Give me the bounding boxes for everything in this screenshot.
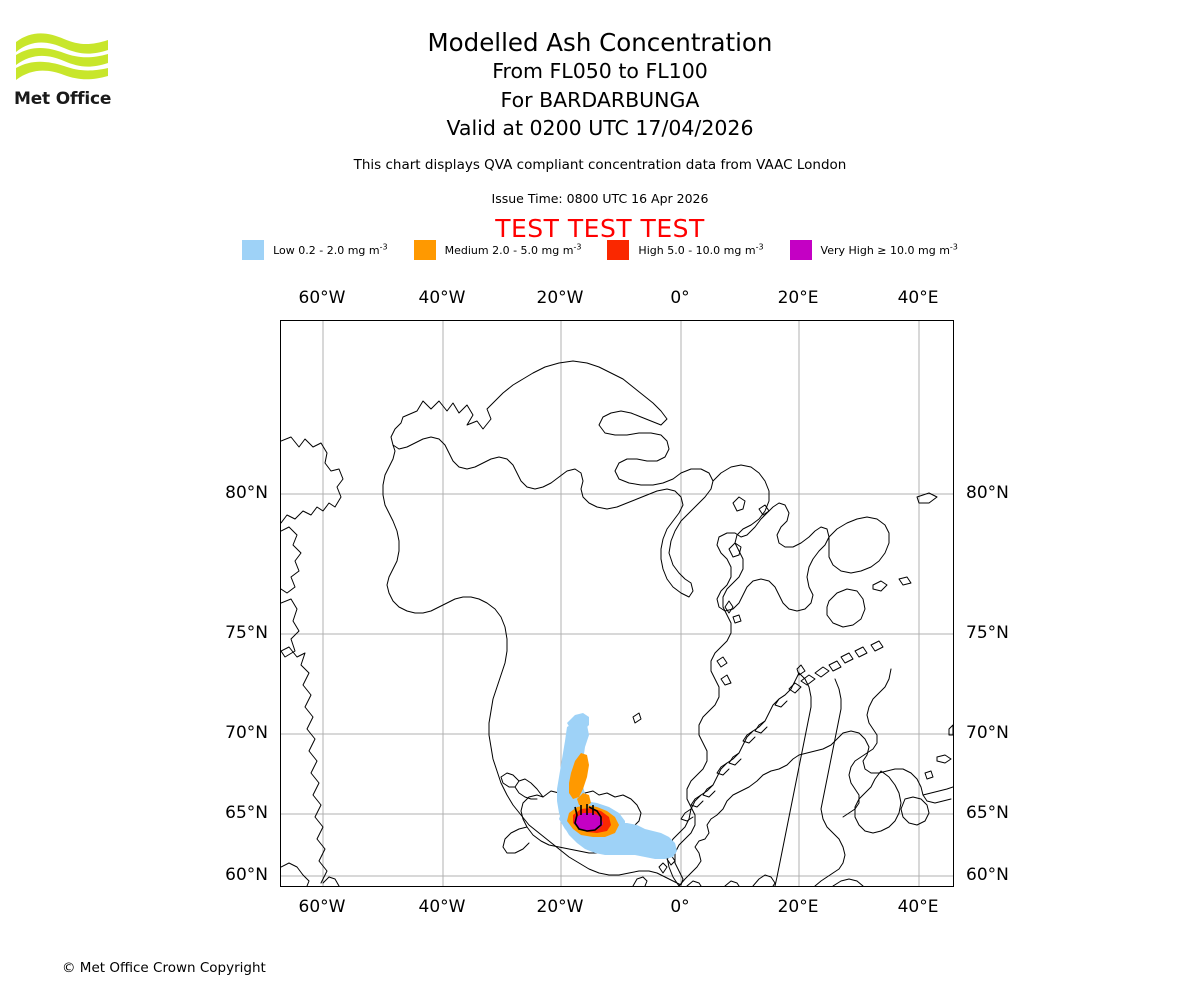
legend-swatch-high (607, 240, 630, 260)
legend-item-low: Low 0.2 - 2.0 mg m-3 (242, 240, 388, 260)
coastlines (281, 360, 953, 886)
issue-time: Issue Time: 0800 UTC 16 Apr 2026 (491, 191, 709, 206)
lat-tick-left-1: 75°N (225, 623, 268, 643)
lat-tick-right-0: 80°N (966, 483, 1009, 503)
lat-tick-right-3: 65°N (966, 803, 1009, 823)
lat-tick-right-2: 70°N (966, 723, 1009, 743)
legend-item-high: High 5.0 - 10.0 mg m-3 (607, 240, 764, 260)
lon-tick-bottom-1: 40°W (418, 897, 466, 917)
lat-tick-right-1: 75°N (966, 623, 1009, 643)
lat-tick-left-2: 70°N (225, 723, 268, 743)
lon-tick-bottom-3: 0° (670, 897, 690, 917)
legend-item-medium: Medium 2.0 - 5.0 mg m-3 (413, 240, 582, 260)
ash-concentration-map: 60°W 40°W 20°W 0° 20°E 40°E 60°W 40°W 20… (225, 288, 1009, 917)
lon-tick-bottom-4: 20°E (777, 897, 819, 917)
title-block: Modelled Ash Concentration From FL050 to… (0, 28, 1200, 143)
met-office-logo-text: Met Office (14, 89, 112, 109)
legend-swatch-medium (413, 240, 436, 260)
lon-tick-top-0: 60°W (298, 288, 346, 308)
legend-label-very-high: Very High ≥ 10.0 mg m-3 (820, 241, 958, 257)
map-canvas (281, 321, 953, 886)
legend-item-very-high: Very High ≥ 10.0 mg m-3 (789, 240, 958, 260)
lon-tick-top-5: 40°E (897, 288, 939, 308)
title-flight-levels: From FL050 to FL100 (492, 59, 708, 83)
title-volcano: For BARDARBUNGA (500, 87, 700, 112)
concentration-legend: Low 0.2 - 2.0 mg m-3 Medium 2.0 - 5.0 mg… (0, 240, 1200, 260)
lat-tick-left-3: 65°N (225, 803, 268, 823)
page-title: Modelled Ash Concentration (427, 28, 773, 57)
lon-tick-top-1: 40°W (418, 288, 466, 308)
lat-tick-left-4: 60°N (225, 865, 268, 885)
qva-note: This chart displays QVA compliant concen… (353, 157, 847, 173)
ash-plume (557, 713, 677, 859)
legend-swatch-low (242, 240, 265, 260)
legend-label-medium: Medium 2.0 - 5.0 mg m-3 (444, 241, 582, 257)
met-office-logo: Met Office (14, 28, 124, 113)
legend-swatch-very-high (789, 240, 812, 260)
lon-tick-bottom-2: 20°W (536, 897, 584, 917)
met-office-wave-mark (16, 33, 108, 80)
lat-tick-right-4: 60°N (966, 865, 1009, 885)
legend-label-low: Low 0.2 - 2.0 mg m-3 (273, 241, 388, 257)
lon-tick-top-2: 20°W (536, 288, 584, 308)
title-valid-time: Valid at 0200 UTC 17/04/2026 (446, 116, 754, 140)
lat-tick-left-0: 80°N (225, 483, 268, 503)
map-plot-frame (280, 320, 954, 887)
legend-label-high: High 5.0 - 10.0 mg m-3 (638, 241, 764, 257)
lon-tick-bottom-5: 40°E (897, 897, 939, 917)
lon-tick-bottom-0: 60°W (298, 897, 346, 917)
lon-tick-top-3: 0° (670, 288, 690, 308)
copyright-notice: © Met Office Crown Copyright (62, 960, 266, 976)
test-banner: TEST TEST TEST (495, 214, 705, 243)
lon-tick-top-4: 20°E (777, 288, 819, 308)
map-gridlines (281, 321, 953, 886)
